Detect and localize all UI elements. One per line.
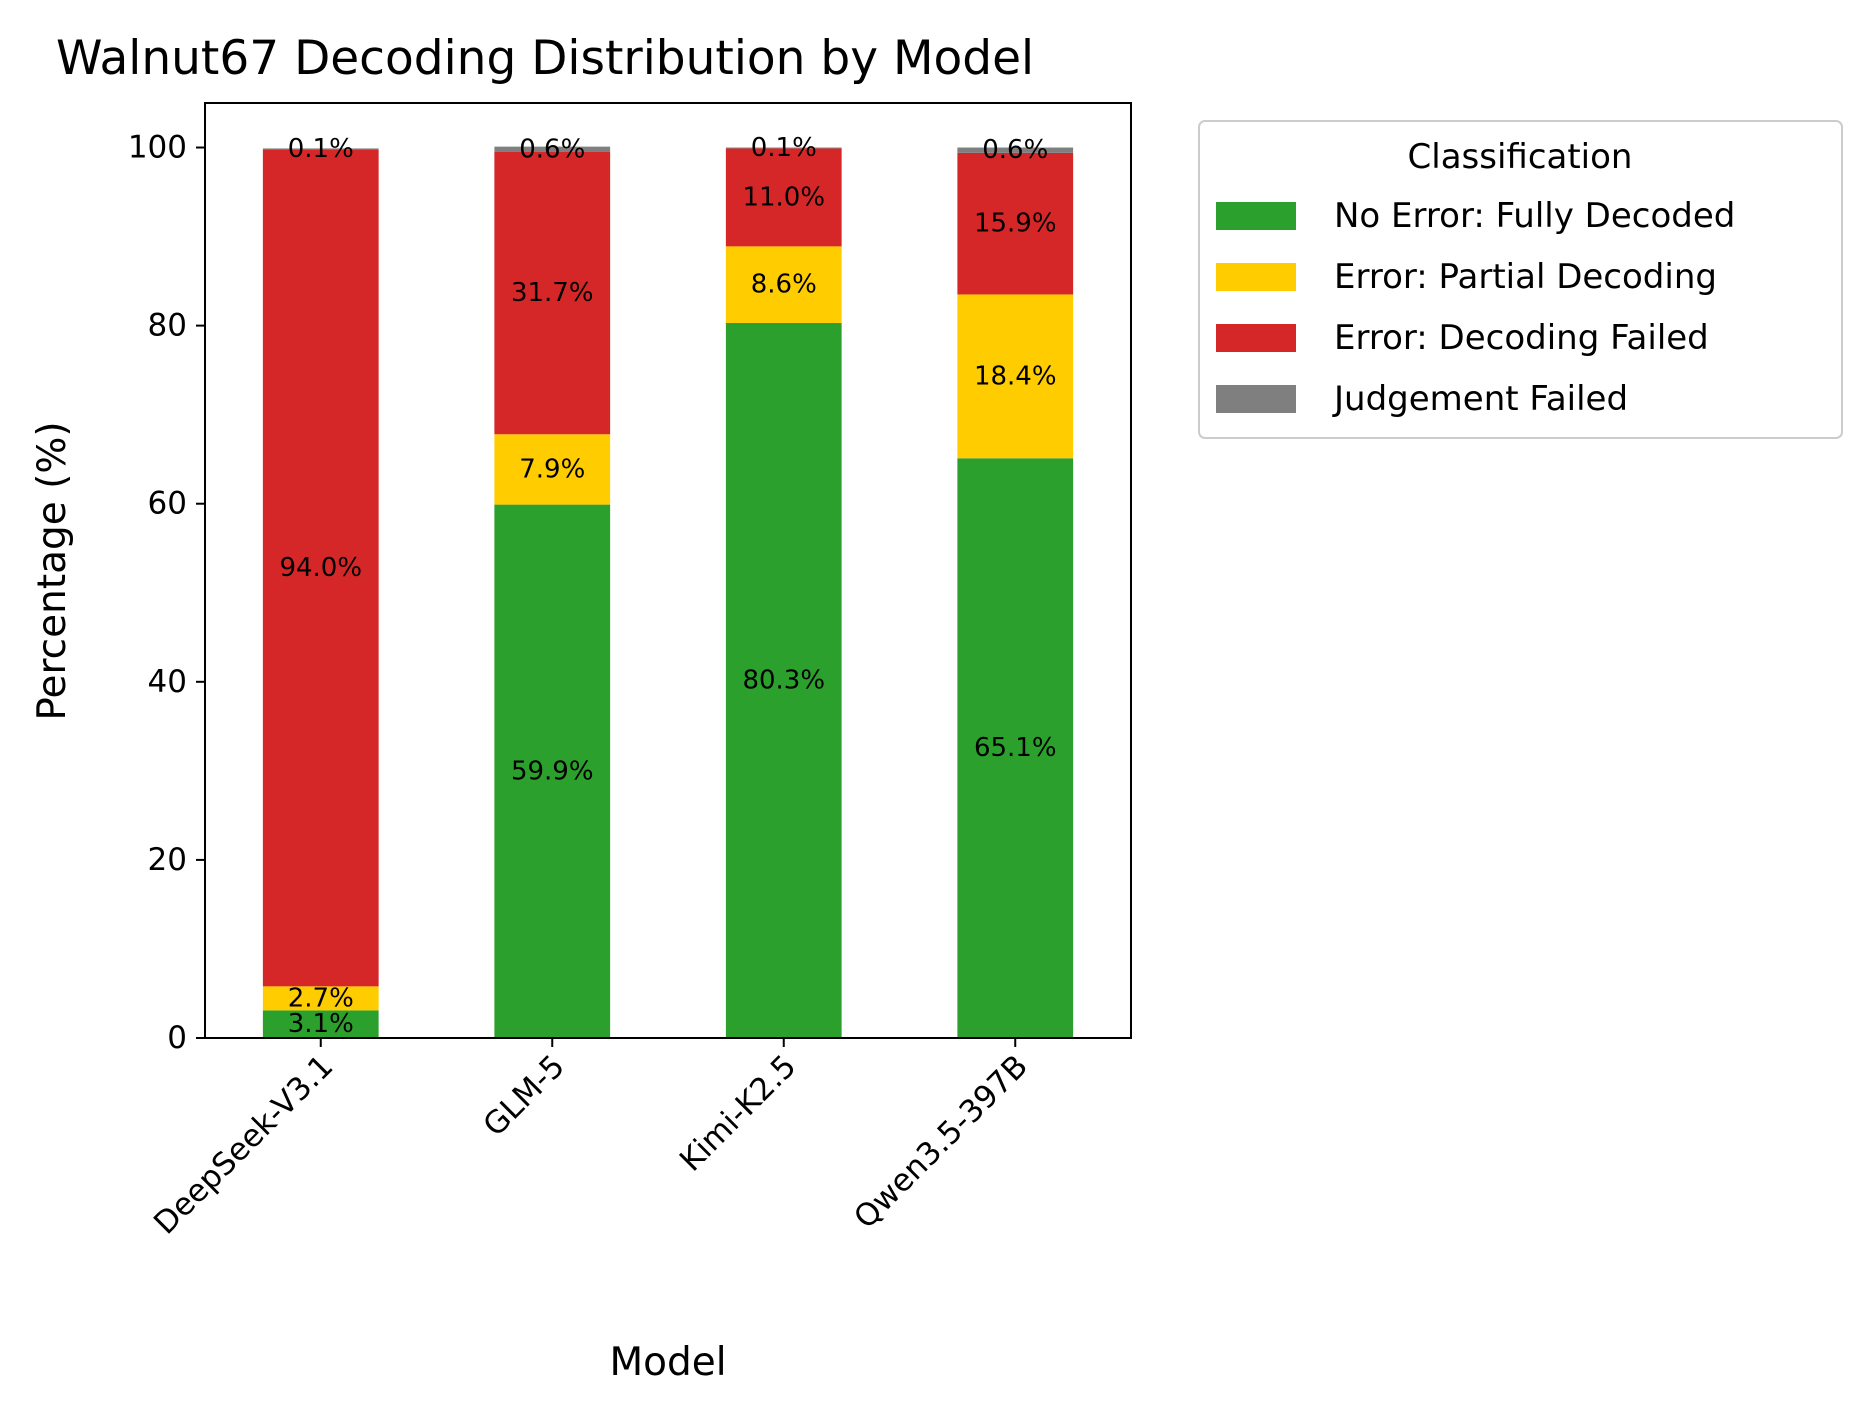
- legend-swatch: [1216, 385, 1296, 413]
- data-label: 0.1%: [288, 134, 354, 164]
- legend-entry-label: Error: Partial Decoding: [1334, 257, 1717, 297]
- bar-segment: [494, 146, 611, 152]
- bar-segment: [957, 152, 1074, 295]
- bar-segment: [957, 147, 1074, 153]
- data-label: 31.7%: [511, 278, 594, 308]
- data-label: 2.7%: [288, 983, 354, 1013]
- legend: Classification No Error: Fully Decoded Er…: [1198, 120, 1843, 439]
- x-tick-label: DeepSeek-V3.1: [147, 1048, 340, 1241]
- bar-segment: [957, 294, 1074, 459]
- data-label: 59.9%: [511, 756, 594, 786]
- bar-segment: [262, 148, 379, 150]
- y-tick-label: 20: [148, 842, 187, 878]
- chart-title: Walnut67 Decoding Distribution by Model: [56, 31, 1034, 86]
- bar-segment: [725, 246, 842, 323]
- y-tick-label: 80: [148, 308, 187, 344]
- bar-segment: [262, 149, 379, 987]
- y-tick-label: 100: [128, 130, 187, 166]
- data-labels-layer: 3.1%2.7% 94.0% 0.1% 59.9% 7.9% 31.7% 0.6% 80.3%…: [279, 133, 1056, 1039]
- bars-layer: [262, 146, 1074, 1039]
- data-label: 7.9%: [519, 454, 585, 484]
- data-label: 18.4%: [974, 361, 1057, 391]
- y-axis: 0 20 40 60 80 100: [128, 130, 205, 1056]
- bar-segment: [494, 434, 611, 505]
- y-axis-label: Percentage (%): [30, 421, 75, 720]
- y-tick-label: 0: [167, 1020, 187, 1056]
- legend-entry-label: Judgement Failed: [1332, 379, 1628, 419]
- data-label: 0.6%: [982, 135, 1048, 165]
- bar-segment: [725, 322, 842, 1038]
- data-label: 80.3%: [742, 665, 825, 695]
- legend-entry-label: Error: Decoding Failed: [1334, 318, 1709, 358]
- data-label: 11.0%: [742, 182, 825, 212]
- legend-frame: [1198, 120, 1843, 439]
- bar-segment: [957, 458, 1074, 1038]
- y-tick-label: 40: [148, 664, 187, 700]
- x-axis-label: Model: [609, 1340, 726, 1385]
- legend-swatch: [1216, 324, 1296, 352]
- data-label: 3.1%: [288, 1009, 354, 1039]
- bar-segment: [725, 148, 842, 247]
- data-label: 0.1%: [751, 133, 817, 163]
- x-axis: DeepSeek-V3.1 GLM-5 Kimi-K2.5 Qwen3.5-397B: [147, 1038, 1035, 1241]
- bar-segment: [494, 151, 611, 435]
- bar-segment: [262, 1010, 379, 1038]
- x-tick-label: Qwen3.5-397B: [847, 1048, 1035, 1236]
- y-tick-label: 60: [148, 486, 187, 522]
- bar-segment: [262, 986, 379, 1011]
- data-label: 0.6%: [519, 134, 585, 164]
- data-label: 8.6%: [751, 270, 817, 300]
- legend-swatch: [1216, 263, 1296, 291]
- bar-segment: [725, 147, 842, 149]
- legend-swatch: [1216, 202, 1296, 230]
- x-tick-label: Kimi-K2.5: [673, 1048, 804, 1179]
- bar-segment: [494, 504, 611, 1039]
- data-label: 65.1%: [974, 733, 1057, 763]
- legend-title: Classification: [1408, 137, 1633, 177]
- data-label: 15.9%: [974, 209, 1057, 239]
- data-label: 94.0%: [279, 553, 362, 583]
- legend-entry-label: No Error: Fully Decoded: [1334, 196, 1735, 236]
- plot-frame: [204, 102, 1132, 1039]
- x-tick-label: GLM-5: [476, 1048, 571, 1143]
